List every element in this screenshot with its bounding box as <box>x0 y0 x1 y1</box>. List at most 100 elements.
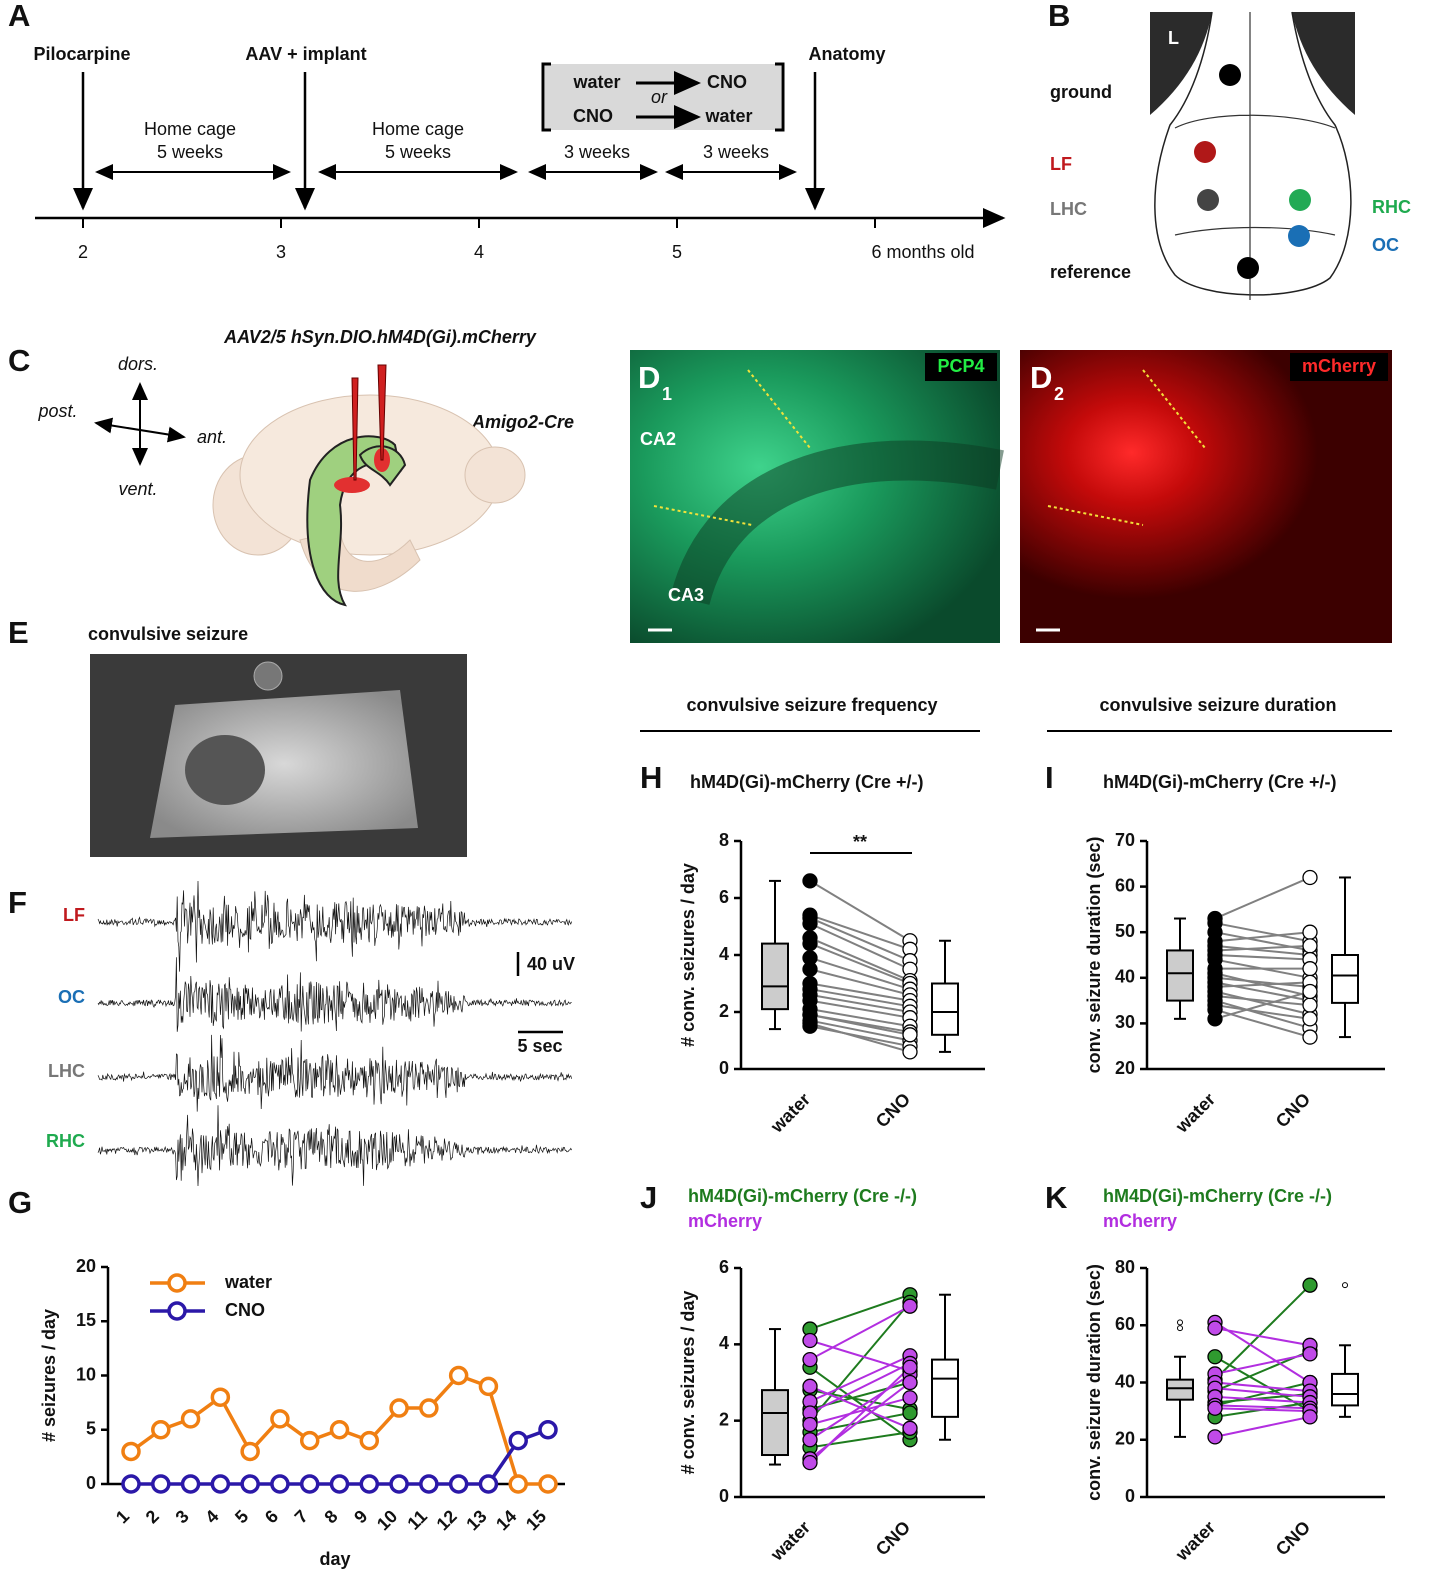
x-tick-label: water <box>766 1089 814 1137</box>
pair-line <box>1214 995 1311 1007</box>
point <box>802 1351 818 1368</box>
point <box>902 1359 918 1375</box>
y-tick-label: 4 <box>719 944 729 964</box>
electrode <box>1288 225 1310 247</box>
point <box>1302 961 1318 977</box>
point <box>1302 997 1318 1013</box>
x-tick-label: 3 <box>172 1506 193 1527</box>
point <box>802 1007 818 1023</box>
group-label: hM4D(Gi)-mCherry (Cre -/-) <box>688 1186 917 1206</box>
chart-title: hM4D(Gi)-mCherry (Cre +/-) <box>1103 772 1337 792</box>
pair-line <box>809 1431 911 1449</box>
panel-label: J <box>640 1180 657 1215</box>
period-label: Home cage <box>372 119 464 139</box>
x-tick-label: 14 <box>492 1506 520 1534</box>
point <box>802 935 818 952</box>
box <box>1166 949 1194 1002</box>
pair-line <box>1214 944 1311 956</box>
section-title: convulsive seizure duration <box>1099 695 1336 715</box>
point <box>240 1441 260 1462</box>
skull-shade <box>1292 12 1355 115</box>
y-axis-label: # conv. seizures / day <box>678 1291 698 1475</box>
point <box>121 1474 141 1494</box>
video-fixture <box>253 661 283 691</box>
pair-line <box>809 1305 911 1361</box>
panel-title: convulsive seizure <box>88 624 248 644</box>
point <box>299 1474 320 1494</box>
point <box>329 1420 350 1440</box>
pair-line <box>1214 1352 1311 1375</box>
point <box>180 1409 201 1429</box>
y-tick-label: 20 <box>1115 1429 1135 1449</box>
point <box>180 1474 201 1494</box>
electrode-label: LF <box>1050 154 1072 174</box>
x-tick-label: 6 <box>261 1506 282 1527</box>
point <box>802 1332 818 1349</box>
point <box>802 1378 818 1394</box>
point <box>478 1376 499 1397</box>
x-tick-label: water <box>1171 1089 1219 1137</box>
x-tick-label: 4 <box>201 1506 222 1527</box>
chart-title: hM4D(Gi)-mCherry (Cre +/-) <box>690 772 924 792</box>
legend-label: water <box>224 1272 272 1292</box>
pair-line <box>1214 1404 1311 1410</box>
point <box>902 1390 918 1406</box>
point <box>802 1455 818 1471</box>
point <box>802 1416 818 1433</box>
y-tick-label: 60 <box>1115 875 1135 895</box>
switch-label: CNO <box>707 72 747 92</box>
point <box>210 1474 231 1494</box>
scale-label: 40 uV <box>527 954 575 974</box>
pair-line <box>1214 944 1311 952</box>
eeg-trace <box>97 957 572 1032</box>
point <box>1207 1320 1223 1336</box>
bracket <box>541 62 785 132</box>
point <box>448 1365 469 1386</box>
panel-label: G <box>8 1185 32 1220</box>
period-label: Home cage <box>144 119 236 139</box>
period-label: 3 weeks <box>564 142 630 162</box>
box <box>1331 954 1359 1004</box>
electrode-label: RHC <box>1372 197 1411 217</box>
y-tick-label: 10 <box>76 1364 96 1384</box>
point <box>240 1474 260 1494</box>
panel-label: K <box>1045 1180 1068 1215</box>
period-label: 3 weeks <box>703 142 769 162</box>
point <box>1302 1029 1318 1045</box>
point <box>802 961 818 977</box>
box <box>1166 1378 1194 1401</box>
pair-line <box>809 917 911 962</box>
panel-label-sub: 2 <box>1054 384 1064 404</box>
needle <box>351 377 359 481</box>
panel-label: D <box>1030 360 1052 395</box>
pair-line <box>1214 999 1311 1029</box>
pair-line <box>809 1025 911 1048</box>
x-tick-label: 7 <box>291 1506 312 1527</box>
direction-label: dors. <box>118 354 158 374</box>
period-label: 5 weeks <box>385 142 451 162</box>
point <box>121 1441 141 1462</box>
point <box>902 1374 918 1391</box>
pair-line <box>1214 1415 1311 1438</box>
pair-line <box>809 1022 911 1053</box>
boundary-lines <box>653 369 1206 526</box>
panel-a: A 2 3 4 5 6 months old Pilocarpine AAV +… <box>8 0 1006 262</box>
electrode <box>1237 257 1259 279</box>
panel-label: C <box>8 343 30 378</box>
point <box>1302 1346 1318 1362</box>
y-tick-label: 20 <box>76 1256 96 1276</box>
pair-line <box>1214 1381 1311 1393</box>
scale-label: 5 sec <box>517 1036 562 1056</box>
point <box>802 1432 818 1448</box>
event-label: Anatomy <box>808 44 885 64</box>
switch-box <box>545 64 781 130</box>
panel-f: F LF OC LHC RHC 40 uV 5 sec <box>8 880 575 1187</box>
pair-line <box>809 1293 911 1331</box>
y-axis-label: conv. seizure duration (sec) <box>1084 837 1104 1074</box>
pair-line <box>809 1354 911 1403</box>
pair-line <box>1214 1327 1311 1347</box>
micrograph-layer <box>670 440 1004 606</box>
electrode-label: ground <box>1050 82 1112 102</box>
x-tick-label: CNO <box>1272 1089 1314 1131</box>
